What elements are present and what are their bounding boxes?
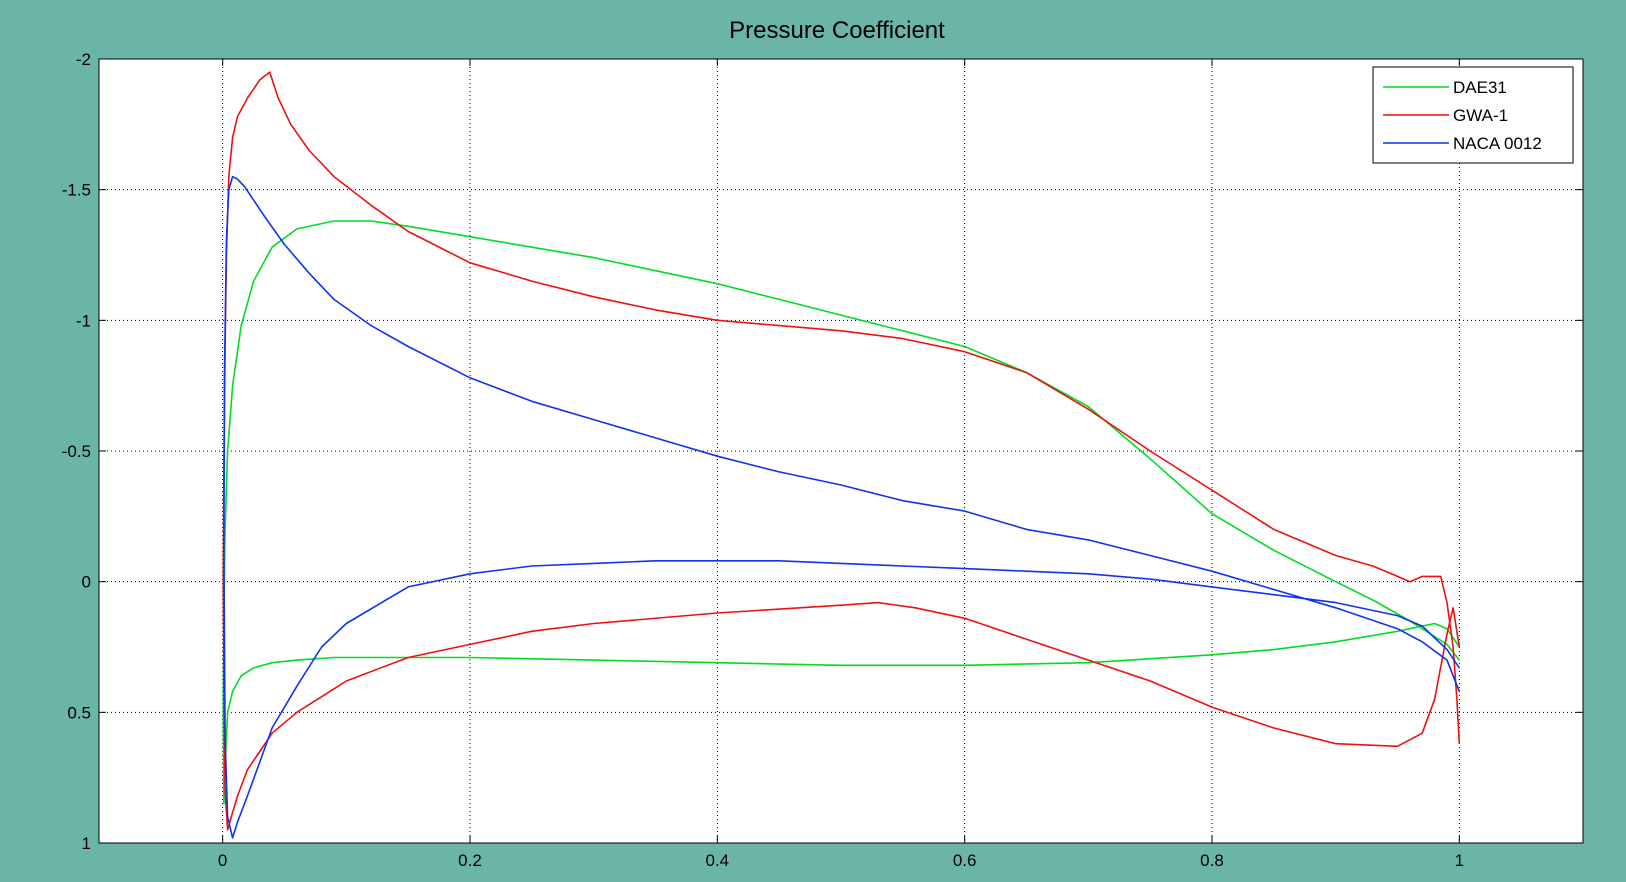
legend-label: GWA-1 (1453, 106, 1508, 125)
series-line-naca-0012 (223, 175, 1461, 839)
y-tick-label: 1 (82, 834, 91, 853)
x-tick-label: 0 (218, 851, 227, 870)
legend: DAE31 GWA-1 NACA 0012 (1372, 66, 1574, 164)
legend-label: NACA 0012 (1453, 134, 1542, 153)
x-tick-label: 1 (1455, 851, 1464, 870)
y-tick-label: 0 (82, 573, 91, 592)
x-tick-label: 0.8 (1200, 851, 1224, 870)
y-tick-label: -2 (76, 50, 91, 69)
x-tick-label: 0.2 (458, 851, 482, 870)
legend-label: DAE31 (1453, 78, 1507, 97)
y-tick-label: -1.5 (62, 181, 91, 200)
y-tick-label: -1 (76, 311, 91, 330)
plot-area (98, 58, 1584, 844)
x-tick-label: 0.6 (953, 851, 977, 870)
y-tick-label: 0.5 (67, 703, 91, 722)
chart-title: Pressure Coefficient (729, 17, 945, 44)
x-tick-label: 0.4 (706, 851, 730, 870)
data-series (222, 71, 1461, 839)
axis-ticks: 0 0.2 0.4 0.6 0.8 1 -2 -1.5 -1 -0.5 0 0.5 1 (62, 50, 1583, 870)
y-tick-label: -0.5 (62, 442, 91, 461)
